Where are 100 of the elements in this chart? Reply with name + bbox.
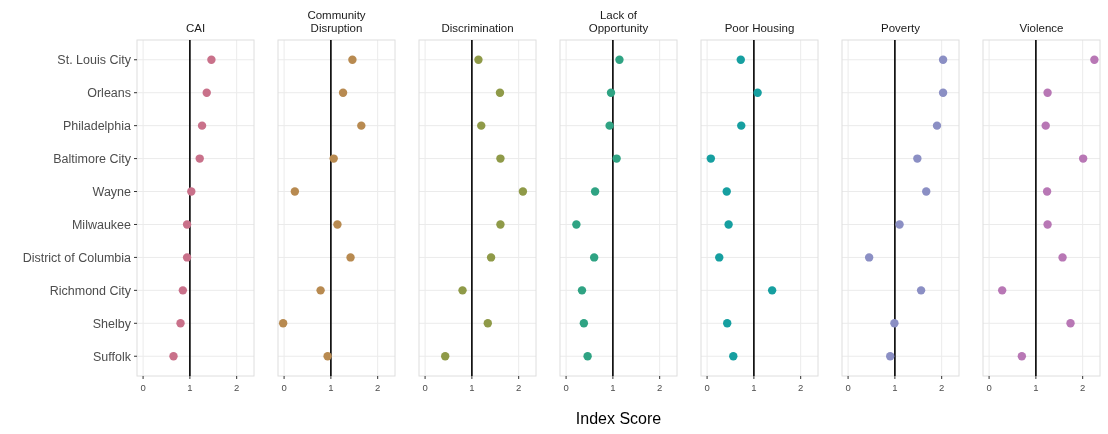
y-tick-label: Milwaukee xyxy=(71,217,132,232)
x-tick-label: 2 xyxy=(798,382,804,393)
point xyxy=(316,286,325,295)
point xyxy=(767,286,777,295)
x-tick-label: 1 xyxy=(328,382,334,393)
x-tick-label: 2 xyxy=(375,382,381,393)
point xyxy=(938,88,948,97)
chart-title: Poor Housing xyxy=(724,22,795,34)
y-tick-label: Orleans xyxy=(87,86,131,101)
point xyxy=(913,154,922,163)
point xyxy=(278,319,288,328)
point xyxy=(715,253,724,262)
point xyxy=(346,253,355,262)
point xyxy=(182,220,192,229)
point xyxy=(723,319,732,328)
point xyxy=(1043,88,1052,97)
x-tick-label: 0 xyxy=(281,382,287,393)
point xyxy=(864,253,874,262)
x-axis-title: Index Score xyxy=(575,410,662,427)
x-tick-label: 0 xyxy=(845,382,851,393)
point xyxy=(195,154,204,163)
point xyxy=(932,121,942,130)
point xyxy=(737,121,746,130)
y-tick-label: Baltimore City xyxy=(53,152,132,167)
point xyxy=(753,88,762,97)
point xyxy=(605,121,614,130)
point xyxy=(589,253,599,262)
point xyxy=(612,154,621,163)
point xyxy=(207,55,216,64)
point xyxy=(338,88,348,97)
point xyxy=(886,352,895,361)
point xyxy=(496,220,505,229)
point xyxy=(606,88,616,97)
point xyxy=(724,220,733,229)
x-tick-label: 2 xyxy=(234,382,240,393)
chart-title: CAI xyxy=(185,22,206,34)
point xyxy=(736,55,745,64)
point xyxy=(486,253,496,262)
point xyxy=(495,88,505,97)
point xyxy=(916,286,926,295)
y-tick-label: Philadelphia xyxy=(62,119,132,134)
point xyxy=(474,55,483,64)
point xyxy=(197,121,207,130)
x-tick-label: 1 xyxy=(187,382,193,393)
x-tick-label: 1 xyxy=(751,382,757,393)
point xyxy=(202,88,211,97)
x-tick-label: 1 xyxy=(1033,382,1039,393)
x-tick-label: 1 xyxy=(610,382,616,393)
point xyxy=(483,319,492,328)
point xyxy=(333,220,342,229)
x-tick-label: 0 xyxy=(140,382,146,393)
point xyxy=(178,286,188,295)
x-tick-label: 1 xyxy=(469,382,475,393)
x-tick-label: 2 xyxy=(1080,382,1086,393)
x-tick-label: 0 xyxy=(986,382,992,393)
point xyxy=(169,352,178,361)
point xyxy=(290,187,300,196)
chart-title: Poverty xyxy=(881,22,921,34)
point xyxy=(1041,121,1050,130)
point xyxy=(1066,319,1075,328)
point xyxy=(706,154,716,163)
point xyxy=(323,352,332,361)
point xyxy=(1058,253,1067,262)
point xyxy=(1090,55,1099,64)
point xyxy=(583,352,592,361)
point xyxy=(329,154,338,163)
y-tick-label: Wayne xyxy=(92,185,132,200)
point xyxy=(477,121,486,130)
point xyxy=(496,154,505,163)
x-tick-label: 2 xyxy=(516,382,522,393)
x-tick-label: 0 xyxy=(704,382,710,393)
x-tick-label: 1 xyxy=(892,382,898,393)
chart-title: Community Disruption xyxy=(307,9,366,34)
point xyxy=(895,220,904,229)
chart-title: Discrimination xyxy=(441,22,514,34)
point xyxy=(357,121,366,130)
point xyxy=(577,286,587,295)
point xyxy=(572,220,581,229)
y-tick-label: Richmond City xyxy=(49,283,132,298)
point xyxy=(579,319,589,328)
point xyxy=(458,286,467,295)
point xyxy=(1043,220,1052,229)
point xyxy=(176,319,185,328)
y-tick-label: District of Columbia xyxy=(22,250,132,265)
x-tick-label: 0 xyxy=(422,382,428,393)
point xyxy=(1017,352,1027,361)
point xyxy=(1078,154,1088,163)
y-tick-label: Suffolk xyxy=(93,349,132,364)
x-tick-label: 2 xyxy=(657,382,663,393)
point xyxy=(182,253,192,262)
point xyxy=(441,352,450,361)
point xyxy=(590,187,600,196)
x-tick-label: 0 xyxy=(563,382,569,393)
point xyxy=(722,187,731,196)
point xyxy=(615,55,624,64)
y-tick-label: St. Louis City xyxy=(57,53,132,68)
chart-title: Violence xyxy=(1019,22,1064,34)
point xyxy=(187,187,196,196)
x-tick-label: 2 xyxy=(939,382,945,393)
point xyxy=(997,286,1007,295)
